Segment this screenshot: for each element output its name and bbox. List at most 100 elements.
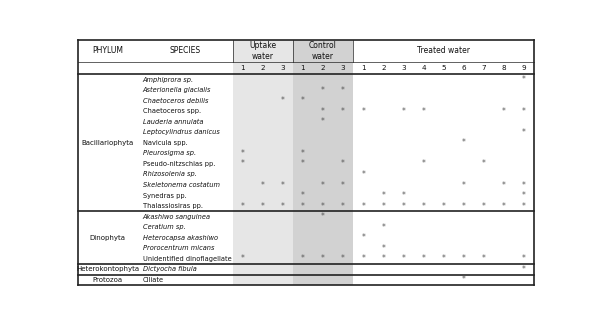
- Text: *: *: [341, 159, 345, 168]
- Text: *: *: [241, 254, 244, 263]
- Text: *: *: [381, 254, 385, 263]
- Text: *: *: [321, 107, 325, 116]
- Text: 3: 3: [281, 65, 285, 71]
- Text: Dictyocha fibula: Dictyocha fibula: [142, 266, 197, 272]
- Text: Rhizosolenia sp.: Rhizosolenia sp.: [142, 172, 197, 177]
- Text: *: *: [482, 159, 486, 168]
- Text: 5: 5: [441, 65, 446, 71]
- Text: Uptake
water: Uptake water: [249, 41, 277, 61]
- Text: *: *: [301, 96, 305, 105]
- Text: 2: 2: [321, 65, 325, 71]
- Text: *: *: [502, 181, 506, 190]
- Text: Lauderia annulata: Lauderia annulata: [142, 119, 203, 125]
- Text: *: *: [381, 223, 385, 232]
- Text: Bacillariophyta: Bacillariophyta: [82, 140, 134, 146]
- Text: 1: 1: [361, 65, 365, 71]
- Text: 8: 8: [502, 65, 506, 71]
- Text: Ciliate: Ciliate: [142, 277, 164, 283]
- Text: *: *: [301, 254, 305, 263]
- Text: *: *: [321, 212, 325, 221]
- Text: Prorocentrum micans: Prorocentrum micans: [142, 245, 214, 251]
- Text: *: *: [241, 202, 244, 211]
- Text: Synedras pp.: Synedras pp.: [142, 193, 187, 199]
- Text: Chaetoceros debilis: Chaetoceros debilis: [142, 98, 208, 104]
- Text: *: *: [522, 107, 526, 116]
- Text: 1: 1: [240, 65, 245, 71]
- Text: *: *: [482, 202, 486, 211]
- Text: *: *: [522, 181, 526, 190]
- Text: *: *: [402, 107, 405, 116]
- Text: Thalassiosiras pp.: Thalassiosiras pp.: [142, 203, 203, 209]
- Text: *: *: [402, 254, 405, 263]
- Text: Heterocapsa akashiwo: Heterocapsa akashiwo: [142, 235, 218, 241]
- Text: *: *: [321, 202, 325, 211]
- Text: *: *: [281, 96, 285, 105]
- Text: 7: 7: [482, 65, 486, 71]
- Text: *: *: [321, 117, 325, 126]
- Text: *: *: [462, 202, 465, 211]
- Text: Navicula spp.: Navicula spp.: [142, 140, 188, 146]
- Text: 6: 6: [461, 65, 466, 71]
- Text: *: *: [241, 149, 244, 158]
- Text: *: *: [381, 244, 385, 253]
- Text: *: *: [341, 202, 345, 211]
- Text: *: *: [281, 181, 285, 190]
- Text: *: *: [301, 202, 305, 211]
- Text: *: *: [301, 191, 305, 200]
- Text: Skeletonema costatum: Skeletonema costatum: [142, 182, 220, 188]
- Text: *: *: [261, 181, 265, 190]
- Text: *: *: [261, 202, 265, 211]
- Text: *: *: [321, 254, 325, 263]
- Text: 9: 9: [522, 65, 526, 71]
- Text: *: *: [522, 128, 526, 137]
- Text: 2: 2: [260, 65, 265, 71]
- Text: *: *: [522, 202, 526, 211]
- Text: *: *: [321, 181, 325, 190]
- Text: *: *: [361, 202, 365, 211]
- Text: Unidentified dinoflagellate: Unidentified dinoflagellate: [142, 256, 231, 262]
- Text: *: *: [361, 107, 365, 116]
- Text: 3: 3: [401, 65, 406, 71]
- Text: *: *: [241, 159, 244, 168]
- Text: *: *: [502, 107, 506, 116]
- Text: Ceratium sp.: Ceratium sp.: [142, 224, 185, 230]
- Text: *: *: [442, 254, 446, 263]
- Text: *: *: [502, 202, 506, 211]
- Text: SPECIES: SPECIES: [170, 46, 201, 55]
- Text: 2: 2: [381, 65, 386, 71]
- Text: *: *: [462, 138, 465, 147]
- Text: *: *: [462, 181, 465, 190]
- Text: 1: 1: [300, 65, 305, 71]
- Bar: [293, 40, 353, 285]
- Text: *: *: [361, 170, 365, 179]
- Text: *: *: [442, 202, 446, 211]
- Text: *: *: [341, 107, 345, 116]
- Text: *: *: [462, 275, 465, 284]
- Text: Heterokontophyta: Heterokontophyta: [76, 266, 139, 272]
- Text: *: *: [421, 202, 426, 211]
- Text: *: *: [381, 202, 385, 211]
- Text: *: *: [421, 159, 426, 168]
- Text: *: *: [301, 159, 305, 168]
- Text: Control
water: Control water: [309, 41, 337, 61]
- Text: *: *: [321, 86, 325, 95]
- Text: *: *: [281, 202, 285, 211]
- Text: *: *: [482, 254, 486, 263]
- Text: *: *: [402, 202, 405, 211]
- Text: *: *: [381, 191, 385, 200]
- Text: *: *: [341, 86, 345, 95]
- Text: *: *: [522, 254, 526, 263]
- Text: Akashiwo sanguinea: Akashiwo sanguinea: [142, 213, 211, 220]
- Text: *: *: [341, 181, 345, 190]
- Text: Chaetoceros spp.: Chaetoceros spp.: [142, 108, 201, 114]
- Text: *: *: [402, 191, 405, 200]
- Text: Treated water: Treated water: [417, 46, 470, 55]
- Text: *: *: [361, 233, 365, 242]
- Bar: [232, 40, 293, 285]
- Text: *: *: [421, 254, 426, 263]
- Text: Pleurosigma sp.: Pleurosigma sp.: [142, 150, 196, 156]
- Text: Protozoa: Protozoa: [93, 277, 123, 283]
- Text: *: *: [522, 191, 526, 200]
- Text: *: *: [522, 75, 526, 84]
- Text: *: *: [341, 254, 345, 263]
